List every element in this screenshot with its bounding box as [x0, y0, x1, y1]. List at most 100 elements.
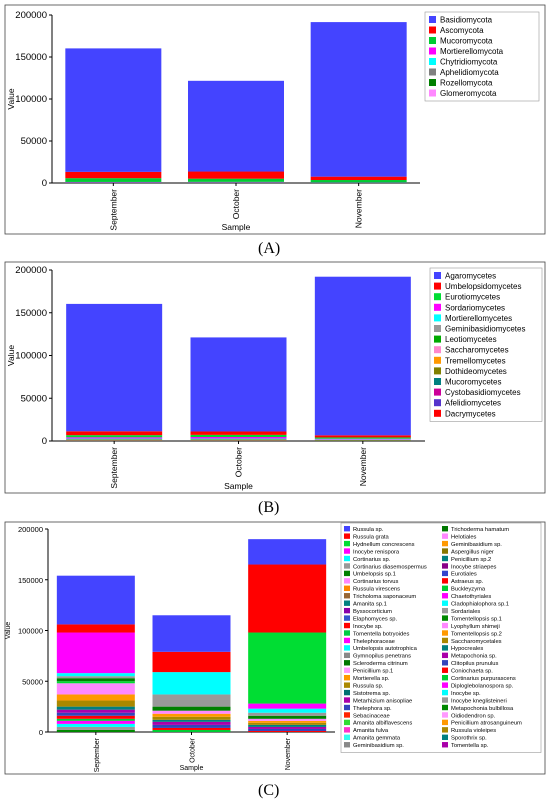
chart-1: 0 50000 100000 150000 200000 Value September Oc… — [4, 4, 546, 235]
legend-swatch — [344, 526, 350, 532]
legend-label: Mortierellomycetes — [445, 314, 512, 323]
legend-label: Leotiomycetes — [445, 335, 497, 344]
legend-swatch — [344, 652, 350, 659]
bar-segment — [190, 431, 287, 435]
legend-label: Gymnopilus penetrans — [353, 654, 411, 660]
legend-swatch — [434, 335, 441, 343]
legend-label: Dacrymycetes — [445, 409, 496, 418]
bar-segment — [310, 22, 407, 177]
bar-segment — [152, 727, 231, 730]
legend-label: Trichoderma hamatum — [451, 527, 509, 533]
legend-swatch — [344, 667, 350, 673]
bar-segment — [56, 729, 135, 732]
legend-label: Penicillium sp.2 — [451, 557, 491, 563]
legend-swatch — [344, 563, 350, 569]
legend-swatch — [429, 68, 436, 76]
legend-swatch — [442, 615, 448, 621]
legend-label: Clitopilus prunulus — [451, 661, 498, 667]
legend-label: Inocybe kneglisteineri — [451, 698, 507, 704]
legend-swatch — [344, 719, 350, 726]
legend-label: Russula violeipes — [451, 728, 496, 734]
chart-3: 0 50000 100000 150000 200000 Value September Oc… — [4, 521, 546, 775]
legend-label: Inocybe striaepes — [451, 564, 497, 570]
legend-swatch — [442, 630, 448, 636]
legend-swatch — [344, 593, 350, 599]
bar-segment — [152, 710, 231, 714]
x-tick-label: November — [354, 189, 364, 228]
bar-segment — [248, 728, 327, 731]
bar-segment — [66, 437, 163, 439]
legend-label: Inocybe renispora — [353, 549, 400, 555]
legend-label: Umbelopsidomycetes — [445, 282, 521, 291]
legend-swatch — [344, 600, 350, 606]
legend-label: Agaromycetes — [445, 272, 496, 281]
bar-segment — [56, 681, 135, 684]
y-tick-label: 0 — [42, 178, 47, 189]
bar-segment — [248, 715, 327, 719]
bar-segment — [314, 276, 411, 436]
legend-label: Sistotrema sp. — [353, 691, 390, 697]
bar-segment — [152, 729, 231, 732]
legend-swatch — [434, 367, 441, 375]
legend-label: Tomentella botryoides — [353, 631, 409, 637]
legend-swatch — [344, 540, 350, 547]
legend-label: Cortinarius sp. — [353, 557, 391, 563]
bar-segment — [56, 683, 135, 695]
legend-label: Amanita fulva — [353, 728, 389, 734]
legend-label: Saccharomycetes — [445, 346, 509, 355]
legend-label: Basidiomycota — [440, 16, 493, 25]
legend-swatch — [344, 660, 350, 666]
legend-label: Mortierellomycota — [440, 47, 504, 56]
legend-swatch — [442, 570, 448, 577]
legend-label: Sporothrix sp. — [451, 736, 487, 742]
bar-segment — [66, 435, 163, 438]
legend-label: Penicillium sp.1 — [353, 669, 393, 675]
legend-swatch — [442, 704, 448, 711]
legend-label: Oidiodendron sp. — [451, 713, 496, 719]
legend-label: Amanita gemmata — [353, 736, 401, 742]
legend-label: Tomentellopsis sp.2 — [451, 631, 502, 637]
bar-segment — [56, 632, 135, 674]
bars — [56, 539, 327, 732]
bar-segment — [152, 721, 231, 725]
legend-swatch — [442, 697, 448, 703]
legend-label: Glomeromycota — [440, 89, 497, 98]
legend-swatch — [434, 378, 441, 385]
y-tick-label: 150000 — [18, 576, 43, 585]
bar-segment — [56, 723, 135, 727]
legend-swatch — [442, 734, 448, 740]
bar-segment — [248, 712, 327, 716]
legend-swatch — [429, 26, 436, 34]
legend-label: Sordariomycetes — [445, 303, 505, 312]
legend-label: Diploglebolanospora sp. — [451, 683, 514, 689]
bar-segment — [56, 718, 135, 721]
bar-segment — [56, 715, 135, 719]
y-tick-label: 0 — [42, 436, 47, 447]
y-tick-label: 200000 — [15, 265, 47, 276]
legend-swatch — [429, 58, 436, 65]
legend-label: Russula virescens — [353, 587, 400, 593]
legend-label: Geminibasidiomycetes — [445, 325, 525, 334]
legend-swatch — [429, 79, 436, 86]
legend-swatch — [344, 697, 350, 703]
legend-swatch — [442, 622, 448, 629]
legend-label: Russula grata — [353, 534, 390, 540]
legend-swatch — [344, 615, 350, 621]
legend-swatch — [442, 548, 448, 554]
bar-segment — [314, 437, 411, 439]
x-tick-label: September — [108, 189, 118, 231]
legend-swatch — [344, 637, 350, 644]
legend-swatch — [429, 47, 436, 55]
legend-label: Rozellomycota — [440, 79, 493, 88]
legend-label: Afelidiomycetes — [445, 399, 501, 408]
bar-segment — [190, 337, 287, 432]
bar-segment — [248, 718, 327, 721]
legend-swatch — [434, 272, 441, 279]
legend-swatch — [442, 540, 448, 547]
bar-segment — [190, 434, 287, 438]
x-tick-label: November — [358, 447, 368, 486]
bar-segment — [56, 694, 135, 701]
bar-segment — [248, 564, 327, 633]
bar-segment — [248, 724, 327, 727]
